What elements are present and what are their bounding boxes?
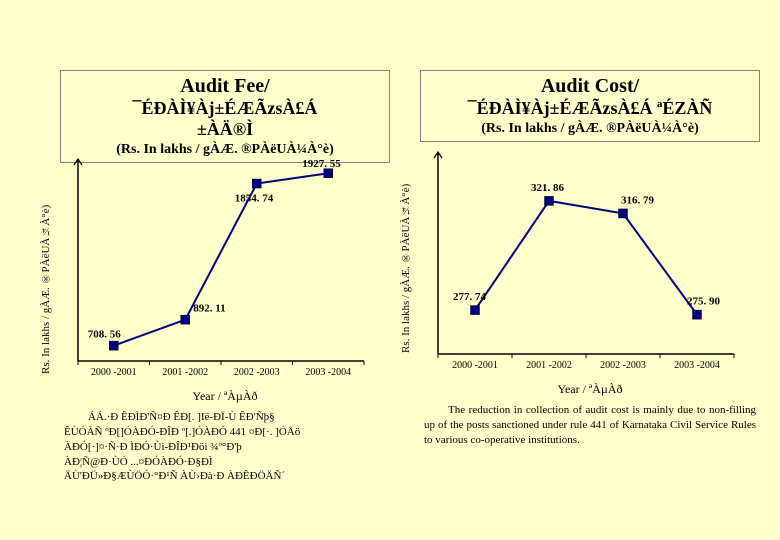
svg-text:316. 79: 316. 79 bbox=[621, 194, 655, 206]
svg-text:2000 -2001: 2000 -2001 bbox=[452, 360, 498, 371]
audit-fee-panel: Audit Fee/ ¯ÉÐÀÌ¥Àj±ÉÆÃzsÀ£Á ±ÀÄ®Ì (Rs. … bbox=[60, 70, 390, 484]
audit-cost-title: Audit Cost/ bbox=[427, 75, 753, 98]
audit-fee-footer: ÁÁ.·Ð ÊÐÌÐ'Ñ¤Ð ÊÐ[. ]Ië-ÐÏ-Ù ÊÐ'Ñþ§ ÊÙÓÀ… bbox=[60, 404, 390, 484]
svg-text:321. 86: 321. 86 bbox=[531, 182, 565, 194]
audit-cost-y-label: Rs. In lakhs / gÀÆ. ®PÀëUÀ¼À°è) bbox=[400, 168, 412, 368]
svg-text:1927. 55: 1927. 55 bbox=[302, 158, 341, 170]
audit-fee-chart: 2000 -2001 2001 -2002 2002 -2003 2003 -2004… bbox=[60, 155, 370, 385]
audit-cost-units: (Rs. In lakhs / gÀÆ. ®PÀëUÀ¼À°è) bbox=[427, 119, 753, 137]
audit-fee-x-label: Year / ªÀµÀð bbox=[60, 389, 390, 404]
audit-cost-x-label: Year / ªÀµÀð bbox=[420, 382, 760, 397]
audit-fee-chart-area: Rs. In lakhs / gÀÆ. ®PÀëUÀ¼À°è) 2000 -20… bbox=[60, 169, 390, 404]
audit-cost-panel: Audit Cost/ ¯ÉÐÀÌ¥Àj±ÉÆÃzsÀ£Á ªÉZÀÑ (Rs.… bbox=[420, 70, 760, 448]
svg-text:892. 11: 892. 11 bbox=[193, 303, 225, 315]
audit-cost-chart-area: Rs. In lakhs / gÀÆ. ®PÀëUÀ¼À°è) 2000 -20… bbox=[420, 148, 760, 397]
audit-cost-footer: The reduction in collection of audit cos… bbox=[420, 397, 760, 448]
audit-fee-title: Audit Fee/ bbox=[67, 75, 383, 98]
svg-text:2002 -2003: 2002 -2003 bbox=[600, 360, 646, 371]
svg-text:2000 -2001: 2000 -2001 bbox=[91, 367, 137, 378]
svg-text:277. 74: 277. 74 bbox=[453, 291, 487, 303]
svg-text:708. 56: 708. 56 bbox=[88, 329, 122, 341]
svg-text:2002 -2003: 2002 -2003 bbox=[234, 367, 280, 378]
svg-text:2001 -2002: 2001 -2002 bbox=[162, 367, 208, 378]
svg-text:1854. 74: 1854. 74 bbox=[235, 193, 274, 205]
audit-fee-title-box: Audit Fee/ ¯ÉÐÀÌ¥Àj±ÉÆÃzsÀ£Á ±ÀÄ®Ì (Rs. … bbox=[60, 70, 390, 163]
audit-fee-subtitle-2: ±ÀÄ®Ì bbox=[67, 119, 383, 140]
svg-text:2001 -2002: 2001 -2002 bbox=[526, 360, 572, 371]
audit-cost-chart: 2000 -2001 2001 -2002 2002 -2003 2003 -2004… bbox=[420, 148, 740, 378]
audit-fee-y-label: Rs. In lakhs / gÀÆ. ®PÀëUÀ¼À°è) bbox=[40, 189, 52, 389]
svg-text:2003 -2004: 2003 -2004 bbox=[305, 367, 351, 378]
audit-cost-subtitle: ¯ÉÐÀÌ¥Àj±ÉÆÃzsÀ£Á ªÉZÀÑ bbox=[427, 98, 753, 119]
audit-fee-subtitle-1: ¯ÉÐÀÌ¥Àj±ÉÆÃzsÀ£Á bbox=[67, 98, 383, 119]
svg-text:275. 90: 275. 90 bbox=[687, 296, 721, 308]
audit-cost-title-box: Audit Cost/ ¯ÉÐÀÌ¥Àj±ÉÆÃzsÀ£Á ªÉZÀÑ (Rs.… bbox=[420, 70, 760, 142]
svg-text:2003 -2004: 2003 -2004 bbox=[674, 360, 720, 371]
